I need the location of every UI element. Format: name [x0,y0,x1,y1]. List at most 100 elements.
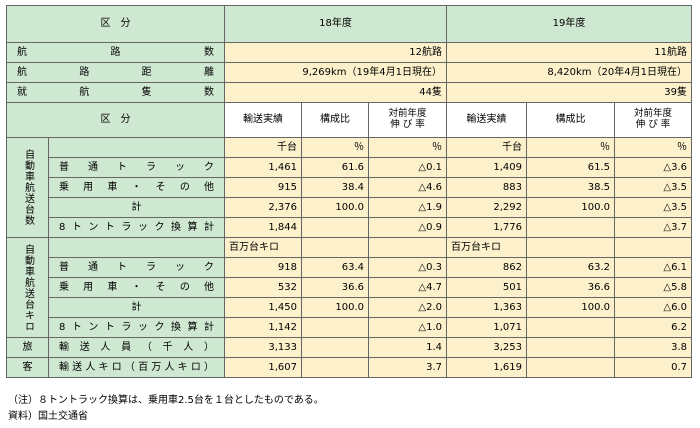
subheader-share-18: 構成比 [301,102,369,138]
value-cell: △3.5 [614,197,692,218]
value-cell: 1,363 [446,297,527,318]
value-cell: 532 [224,277,302,298]
value-cell: 38.5 [526,177,615,198]
general-label: 航路数 [6,42,225,63]
value-cell: △3.5 [614,177,692,198]
value-cell: 3,133 [224,337,302,358]
section-passengers-label-bottom: 客 [6,357,49,378]
value-cell: △4.7 [368,277,447,298]
value-cell: 36.6 [526,277,615,298]
subheader-volume-19: 輸送実績 [446,102,527,138]
value-cell: 61.6 [301,157,369,178]
value-cell: 1,461 [224,157,302,178]
row-label: 乗用車・その他 [48,277,225,298]
value-cell: 3.7 [368,357,447,378]
row-label: 普通トラック [48,157,225,178]
value-cell: △2.0 [368,297,447,318]
general-label: 就航隻数 [6,82,225,103]
general-fy19: 11航路 [446,42,692,63]
value-cell: △0.3 [368,257,447,278]
unit-cell [368,237,447,258]
value-cell: △0.9 [368,217,447,238]
value-cell [526,357,615,378]
value-cell: 100.0 [526,197,615,218]
subheader-category: 区 分 [6,102,225,138]
subheader-growth-18: 対前年度伸 び 率 [368,102,447,138]
row-label: 8トントラック換算計 [48,317,225,338]
value-cell: 100.0 [301,297,369,318]
row-label: 乗用車・その他 [48,177,225,198]
value-cell: 61.5 [526,157,615,178]
value-cell: △1.0 [368,317,447,338]
general-fy19: 39隻 [446,82,692,103]
value-cell [301,217,369,238]
general-label: 航路距離 [6,62,225,83]
value-cell: △6.0 [614,297,692,318]
unit-cell [614,237,692,258]
value-cell: 1,071 [446,317,527,338]
value-cell: 1,607 [224,357,302,378]
value-cell [526,217,615,238]
value-cell: 1,776 [446,217,527,238]
value-cell: 63.4 [301,257,369,278]
row-label: 8トントラック換算計 [48,217,225,238]
value-cell [526,337,615,358]
unit-cell [526,237,615,258]
unit-cell: ％ [614,137,692,158]
value-cell: △0.1 [368,157,447,178]
value-cell [301,337,369,358]
value-cell: △1.9 [368,197,447,218]
value-cell: 38.4 [301,177,369,198]
header-fy18: 18年度 [224,5,447,43]
general-fy18: 9,269km（19年4月1日現在） [224,62,447,83]
value-cell: △4.6 [368,177,447,198]
general-fy18: 44隻 [224,82,447,103]
value-cell: 100.0 [526,297,615,318]
row-label: 輸送人員（千人） [48,337,225,358]
header-fy19: 19年度 [446,5,692,43]
unit-cell: ％ [301,137,369,158]
value-cell: 36.6 [301,277,369,298]
row-label: 普通トラック [48,257,225,278]
section-vehicles-label: 自動車航送台数 [6,137,49,238]
subheader-growth-19: 対前年度伸 び 率 [614,102,692,138]
unit-cell: 千台 [446,137,527,158]
value-cell: 918 [224,257,302,278]
value-cell [301,357,369,378]
source-note: 資料）国土交通省 [8,411,88,422]
value-cell: 3,253 [446,337,527,358]
value-cell: △3.6 [614,157,692,178]
unit-cell: 百万台キロ [224,237,302,258]
value-cell: 1,619 [446,357,527,378]
row-label-total: 計 [48,197,225,218]
value-cell [526,317,615,338]
general-fy18: 12航路 [224,42,447,63]
row-label-total: 計 [48,297,225,318]
subheader-volume-18: 輸送実績 [224,102,302,138]
ferry-statistics-table: 区 分 18年度 19年度 航路数 12航路 11航路 航路距離 9,269km… [6,5,692,378]
section-passengers-label-top: 旅 [6,337,49,358]
value-cell: 63.2 [526,257,615,278]
value-cell: 100.0 [301,197,369,218]
value-cell: 1.4 [368,337,447,358]
value-cell: 3.8 [614,337,692,358]
footnote: （注）８トントラック換算は、乗用車2.5台を１台としたものである。 [8,395,324,406]
value-cell: △6.1 [614,257,692,278]
unit-cell [301,237,369,258]
value-cell: 1,450 [224,297,302,318]
value-cell: 501 [446,277,527,298]
value-cell: 883 [446,177,527,198]
units-row-blank [48,137,225,158]
value-cell: 1,142 [224,317,302,338]
header-category: 区 分 [6,5,225,43]
value-cell: 862 [446,257,527,278]
value-cell: △5.8 [614,277,692,298]
value-cell: 6.2 [614,317,692,338]
value-cell: 2,292 [446,197,527,218]
value-cell: △3.7 [614,217,692,238]
general-fy19: 8,420km（20年4月1日現在） [446,62,692,83]
value-cell: 915 [224,177,302,198]
value-cell: 1,409 [446,157,527,178]
subheader-share-19: 構成比 [526,102,615,138]
